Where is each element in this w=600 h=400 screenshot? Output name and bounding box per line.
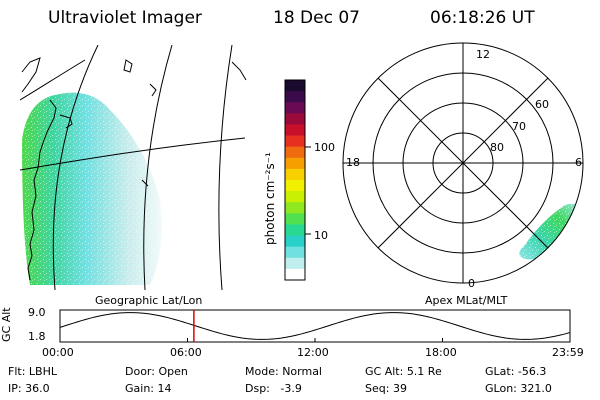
altitude-ymax: 9.0 xyxy=(28,306,46,319)
polar-label-18: 18 xyxy=(346,156,360,169)
mode-label: Mode: xyxy=(245,365,279,378)
dsp-label: Dsp: xyxy=(245,382,270,395)
altitude-xtick-0000: 00:00 xyxy=(42,346,74,359)
glon-value: 321.0 xyxy=(520,382,552,395)
color-bar-segment xyxy=(285,257,305,270)
mode-value: Normal xyxy=(282,365,322,378)
filter-status: Flt: LBHL xyxy=(8,365,57,378)
polar-ring-label-70: 70 xyxy=(512,120,526,133)
color-bar-segment xyxy=(285,202,305,214)
polar-plot xyxy=(342,42,584,284)
glat-status: GLat: -56.3 xyxy=(485,365,546,378)
gcalt-status: GC Alt: 5.1 Re xyxy=(365,365,442,378)
polar-label-0: 0 xyxy=(468,277,475,290)
apex-projection-label: Apex MLat/MLT xyxy=(425,294,508,307)
mode-status: Mode: Normal xyxy=(245,365,322,378)
glat-label: GLat: xyxy=(485,365,515,378)
color-bar-segment xyxy=(285,213,305,225)
altitude-ylabel: GC Alt xyxy=(0,307,13,342)
geographic-projection-label: Geographic Lat/Lon xyxy=(95,294,203,307)
ip-value: 36.0 xyxy=(25,382,50,395)
color-bar-segment xyxy=(285,113,305,125)
time-label: 06:18:26 UT xyxy=(430,8,535,28)
polar-ring-label-80: 80 xyxy=(490,141,504,154)
seq-status: Seq: 39 xyxy=(365,382,407,395)
gcalt-value: 5.1 Re xyxy=(406,365,442,378)
color-bar-segment xyxy=(285,146,305,159)
door-label: Door: xyxy=(125,365,155,378)
color-bar-segment xyxy=(285,80,305,92)
color-bar-segment xyxy=(285,135,305,148)
color-bar-segment xyxy=(285,102,305,114)
color-bar xyxy=(285,80,305,281)
instrument-title: Ultraviolet Imager xyxy=(48,8,202,28)
color-bar-frame xyxy=(284,79,306,281)
altitude-xtick-0600: 06:00 xyxy=(170,346,202,359)
colorbar-tick-10: 10 xyxy=(314,229,328,242)
door-status: Door: Open xyxy=(125,365,188,378)
gain-label: Gain: xyxy=(125,382,154,395)
color-bar-ticks xyxy=(305,146,311,235)
door-value: Open xyxy=(158,365,188,378)
altitude-ymin: 1.8 xyxy=(28,330,46,343)
color-bar-segment xyxy=(285,246,305,259)
color-bar-segment xyxy=(285,224,305,237)
ip-status: IP: 36.0 xyxy=(8,382,50,395)
gain-value: 14 xyxy=(157,382,172,395)
geo-coastline xyxy=(21,57,247,281)
color-bar-segment xyxy=(285,180,305,192)
date-label: 18 Dec 07 xyxy=(273,8,360,28)
color-bar-segment xyxy=(285,124,305,137)
geographic-map xyxy=(20,45,247,290)
gcalt-label: GC Alt: xyxy=(365,365,404,378)
gain-status: Gain: 14 xyxy=(125,382,172,395)
color-bar-segment xyxy=(285,91,305,103)
filter-value: LBHL xyxy=(28,365,57,378)
polar-label-6: 6 xyxy=(575,156,582,169)
glat-value: -56.3 xyxy=(517,365,547,378)
glon-label: GLon: xyxy=(485,382,517,395)
colorbar-unit-label: photon cm⁻²s⁻¹ xyxy=(263,152,277,245)
seq-label: Seq: xyxy=(365,382,390,395)
polar-ring-label-60: 60 xyxy=(535,98,549,111)
filter-label: Flt: xyxy=(8,365,26,378)
dsp-status: Dsp: -3.9 xyxy=(245,382,302,395)
color-bar-segment xyxy=(285,268,305,281)
colorbar-tick-100: 100 xyxy=(314,141,335,154)
color-bar-segment xyxy=(285,235,305,248)
altitude-plot xyxy=(59,309,571,343)
polar-label-12: 12 xyxy=(476,48,490,61)
ip-label: IP: xyxy=(8,382,22,395)
color-bar-segment xyxy=(285,157,305,170)
altitude-curve xyxy=(59,312,571,340)
altitude-xtick-1200: 12:00 xyxy=(297,346,329,359)
altitude-xtick-2359: 23:59 xyxy=(552,346,584,359)
seq-value: 39 xyxy=(392,382,407,395)
altitude-xtick-1800: 18:00 xyxy=(425,346,457,359)
geo-grid xyxy=(20,45,246,290)
color-bar-segment xyxy=(285,168,305,181)
color-bar-segment xyxy=(285,191,305,203)
glon-status: GLon: 321.0 xyxy=(485,382,552,395)
dsp-value: -3.9 xyxy=(280,382,302,395)
